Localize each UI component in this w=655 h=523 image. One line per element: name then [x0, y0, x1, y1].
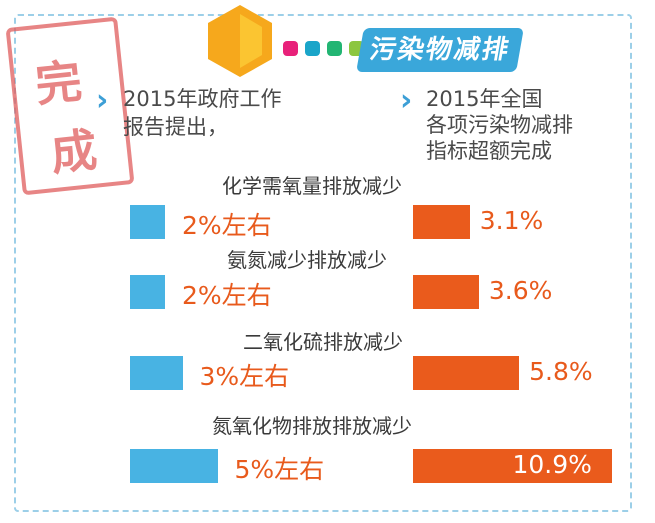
intro-right-line-3: 指标超额完成 — [426, 139, 552, 163]
color-dot — [327, 41, 342, 56]
plan-bar — [130, 356, 183, 390]
plan-bar — [130, 449, 218, 483]
plan-bar — [130, 205, 165, 239]
chevron-right-icon: › — [400, 83, 413, 118]
plan-value-label: 3%左右 — [199, 362, 290, 391]
chevron-right-icon: › — [96, 83, 109, 118]
color-dots — [283, 41, 364, 56]
stamp-char-2: 成 — [48, 122, 100, 182]
banner-title: 污染物减排 — [356, 28, 524, 72]
actual-bar — [413, 356, 520, 390]
dashed-frame — [14, 14, 632, 512]
category-label: 氨氮减少排放减少 — [227, 248, 387, 272]
stamp-char-1: 完 — [32, 53, 85, 113]
actual-value-label: 10.9% — [512, 450, 592, 479]
completed-stamp: 完 成 — [5, 16, 135, 196]
intro-right-line-2: 各项污染物减排 — [426, 113, 573, 137]
hexagon-icon-highlight — [240, 14, 262, 68]
color-dot — [283, 41, 298, 56]
plan-value-label: 2%左右 — [182, 211, 272, 240]
category-label: 氮氧化物排放排放减少 — [212, 414, 412, 438]
actual-bar — [413, 205, 470, 239]
actual-bar — [413, 449, 613, 483]
actual-bar — [413, 275, 479, 309]
plan-bar — [130, 275, 165, 309]
intro-right-line-1: 2015年全国 — [426, 87, 543, 111]
plan-value-label: 2%左右 — [182, 281, 272, 310]
intro-left-line-1: 2015年政府工作 — [123, 87, 282, 111]
plan-value-label: 5%左右 — [234, 455, 325, 484]
actual-value-label: 3.1% — [479, 206, 544, 235]
intro-left-line-2: 报告提出， — [123, 115, 228, 139]
category-label: 二氧化硫排放减少 — [243, 330, 403, 354]
actual-value-label: 3.6% — [488, 276, 553, 305]
color-dot — [305, 41, 320, 56]
category-label: 化学需氧量排放减少 — [222, 174, 402, 198]
actual-value-label: 5.8% — [529, 357, 593, 386]
